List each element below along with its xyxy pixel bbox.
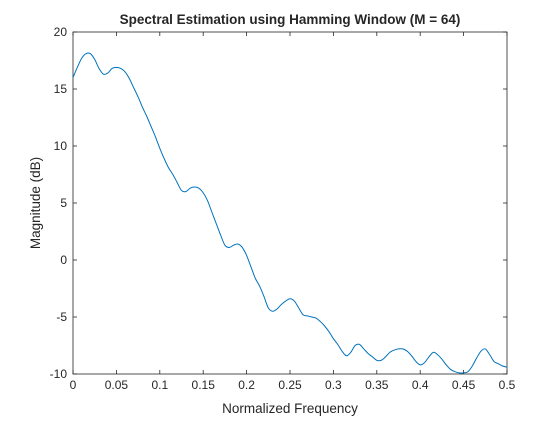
y-axis-label: Magnitude (dB) <box>28 157 43 249</box>
x-axis-label: Normalized Frequency <box>222 401 358 416</box>
x-tick-label: 0.35 <box>365 378 389 392</box>
y-tick-label: 5 <box>60 196 67 210</box>
y-tick-label: 10 <box>54 139 68 153</box>
y-tick-label: 0 <box>60 253 67 267</box>
y-tick-label: 20 <box>54 25 68 39</box>
x-tick-label: 0.4 <box>412 378 429 392</box>
x-tick-label: 0.05 <box>105 378 129 392</box>
x-tick-label: 0.5 <box>499 378 516 392</box>
x-tick-label: 0.45 <box>452 378 476 392</box>
series-line <box>72 52 508 374</box>
x-tick-label: 0.25 <box>278 378 302 392</box>
chart-title: Spectral Estimation using Hamming Window… <box>120 12 461 27</box>
y-tick-label: -10 <box>50 367 68 381</box>
x-tick-label: 0.2 <box>238 378 255 392</box>
x-tick-label: 0.1 <box>151 378 168 392</box>
x-tick-label: 0.15 <box>192 378 216 392</box>
y-tick-label: -5 <box>56 310 67 324</box>
x-tick-label: 0.3 <box>325 378 342 392</box>
x-tick-label: 0 <box>70 378 77 392</box>
plot-area <box>72 31 508 375</box>
y-tick-label: 15 <box>54 82 68 96</box>
